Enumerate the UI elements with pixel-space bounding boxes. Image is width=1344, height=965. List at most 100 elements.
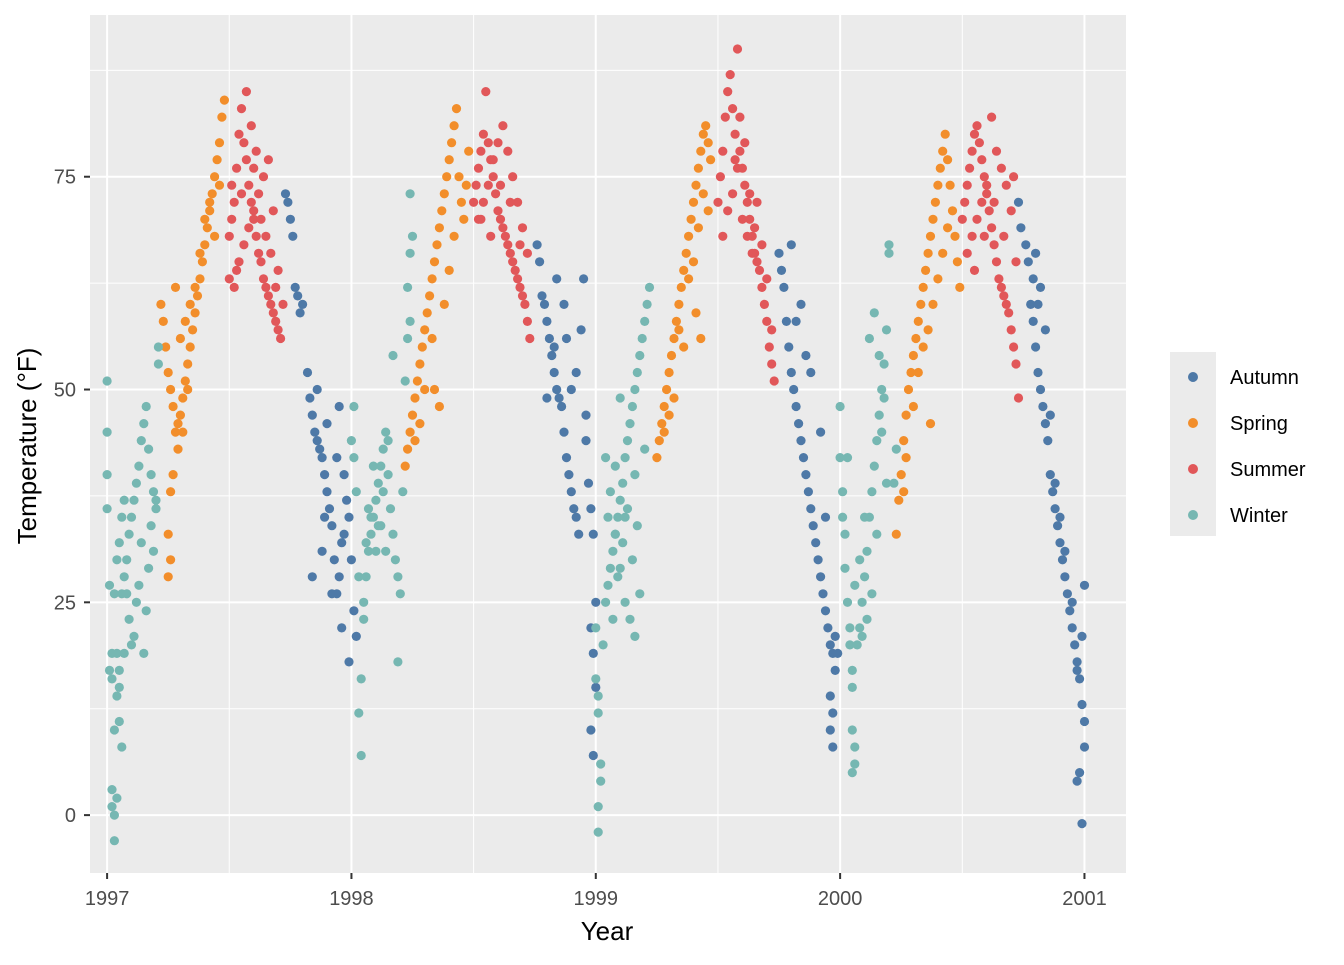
data-point [872,436,882,446]
data-point [891,444,901,454]
data-point [522,316,533,326]
data-point [263,155,273,165]
data-point [952,257,963,267]
data-point [847,665,857,676]
data-point [334,401,344,412]
data-point [503,240,513,250]
data-point [850,742,860,752]
data-point [769,376,779,386]
data-point [312,384,322,395]
data-point [591,597,601,607]
data-point [434,401,444,412]
data-point [268,308,278,318]
data-point [535,257,545,267]
data-point [991,146,1002,156]
data-point [916,299,926,309]
data-point [329,555,339,565]
data-point [119,572,129,582]
data-point [102,427,112,437]
data-point [806,504,816,514]
data-point [818,589,828,599]
data-point [410,436,420,446]
data-point [881,478,892,488]
data-point [867,589,877,599]
data-point [691,308,701,318]
data-point [183,359,193,369]
data-point [175,410,185,420]
data-point [439,189,449,199]
data-point [134,580,144,590]
data-point [205,197,215,207]
data-point [820,512,831,522]
data-point [632,367,642,378]
data-point [190,308,200,318]
data-point [249,163,259,173]
data-point [390,555,400,565]
data-point [146,470,156,480]
data-point [779,282,789,292]
data-point [141,401,151,412]
x-tick-label: 1997 [85,888,130,910]
data-point [669,333,679,344]
data-point [229,282,239,292]
x-tick-label: 2001 [1062,888,1107,910]
data-point [740,138,750,148]
data-point [153,359,163,369]
data-point [356,674,366,684]
data-point [845,640,855,650]
data-point [911,333,921,344]
data-point [122,589,132,599]
data-point [1033,299,1043,309]
data-point [681,248,691,258]
data-point [610,461,620,471]
data-point [935,163,945,173]
data-point [622,436,633,446]
data-point [728,189,738,199]
x-axis: 1997 1998 1999 2000 2001 [85,873,1107,910]
data-point [913,367,923,378]
data-point [144,563,154,573]
data-point [674,325,684,335]
data-point [278,299,288,309]
data-point [202,223,212,233]
y-tick-label: 75 [54,167,76,189]
data-point [339,470,349,480]
data-point [767,359,777,369]
data-point [1009,172,1019,182]
data-point [1013,393,1024,403]
data-point [908,401,919,412]
data-point [102,504,112,514]
data-point [593,691,603,701]
data-point [298,299,308,309]
data-point [210,231,220,241]
data-point [378,444,388,454]
data-point [596,759,606,769]
data-point [244,223,254,233]
data-point [1023,257,1033,267]
data-point [151,504,161,514]
data-point [593,802,603,812]
legend-label: Winter [1230,505,1288,527]
data-point [847,725,857,735]
data-point [1001,299,1011,309]
data-point [422,308,432,318]
data-point [405,427,415,437]
data-point [322,419,332,429]
data-point [627,401,638,412]
data-point [618,478,628,488]
data-point [246,197,256,207]
data-point [405,189,415,199]
data-point [972,214,982,224]
data-point [725,70,735,80]
data-point [862,546,872,556]
data-point [244,180,254,190]
data-point [586,504,596,514]
data-point [403,282,413,292]
data-point [974,138,985,148]
data-point [696,146,706,156]
data-point [449,231,459,241]
data-point [320,470,330,480]
data-point [984,206,994,216]
data-point [131,478,141,488]
